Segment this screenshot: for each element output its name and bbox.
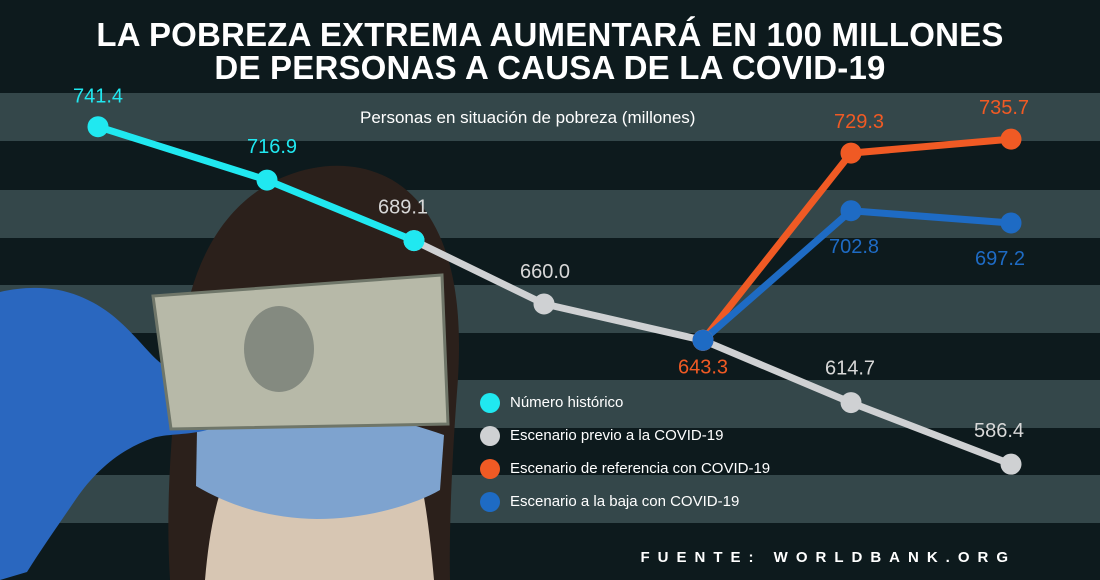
legend-item-baja: Escenario a la baja con COVID-19 (480, 492, 810, 512)
data-point (87, 116, 109, 138)
data-point (692, 329, 714, 351)
data-label: 741.4 (73, 86, 123, 108)
face-mask-shape (196, 410, 444, 519)
legend-item-referencia: Escenario de referencia con COVID-19 (480, 459, 810, 479)
source-credit: FUENTE: WORLDBANK.ORG (640, 549, 1016, 566)
data-label: 660.0 (520, 261, 570, 283)
data-point (1000, 453, 1022, 475)
data-label: 729.3 (834, 111, 884, 133)
data-point (840, 142, 862, 164)
data-point (840, 392, 862, 414)
data-label: 716.9 (247, 136, 297, 158)
data-label: 697.2 (975, 248, 1025, 270)
data-point (1000, 128, 1022, 150)
legend-label: Escenario de referencia con COVID-19 (510, 460, 771, 477)
legend-swatch (480, 426, 500, 446)
legend-label: Escenario previo a la COVID-19 (510, 427, 724, 444)
data-label: 586.4 (974, 420, 1024, 442)
chart-legend: Número histórico Escenario previo a la C… (480, 393, 810, 525)
legend-label: Número histórico (510, 394, 624, 411)
title-line-2: DE PERSONAS A CAUSA DE LA COVID-19 (214, 49, 886, 86)
data-point (840, 200, 862, 222)
value-labels-group: 689.1 660.0 614.7 586.4 643.3 729.3 735.7 702.8… (73, 86, 1029, 442)
legend-swatch (480, 492, 500, 512)
legend-item-previo: Escenario previo a la COVID-19 (480, 426, 810, 446)
data-point (533, 293, 555, 315)
data-point (1000, 212, 1022, 234)
data-label: 614.7 (825, 358, 875, 380)
data-label: 702.8 (829, 236, 879, 258)
legend-swatch (480, 459, 500, 479)
data-label: 643.3 (678, 356, 728, 378)
photo-illustration (0, 165, 460, 580)
background-band-1 (0, 93, 1100, 141)
data-point (256, 169, 278, 191)
legend-item-historico: Número histórico (480, 393, 810, 413)
data-point (403, 230, 425, 252)
bill-portrait-shape (244, 306, 314, 392)
chart-subtitle: Personas en situación de pobreza (millon… (360, 108, 696, 127)
markers-group (87, 116, 1022, 475)
legend-swatch (480, 393, 500, 413)
data-label: 735.7 (979, 97, 1029, 119)
glove-hand-shape (0, 287, 231, 580)
chart-title: LA POBREZA EXTREMA AUMENTARÁ EN 100 MILL… (0, 18, 1100, 84)
legend-label: Escenario a la baja con COVID-19 (510, 493, 740, 510)
title-line-1: LA POBREZA EXTREMA AUMENTARÁ EN 100 MILL… (96, 16, 1004, 53)
data-label: 689.1 (378, 197, 428, 219)
